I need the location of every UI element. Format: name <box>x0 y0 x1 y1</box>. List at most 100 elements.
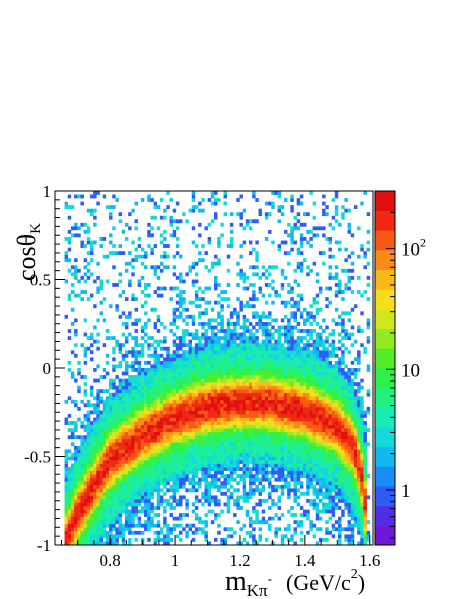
heatmap-cell <box>271 360 275 365</box>
heatmap-cell <box>233 336 237 340</box>
heatmap-cell <box>306 445 310 450</box>
heatmap-cell <box>341 329 345 333</box>
heatmap-cell <box>115 343 119 348</box>
heatmap-cell <box>153 205 158 209</box>
heatmap-cell <box>144 339 148 344</box>
heatmap-cell <box>312 233 317 238</box>
heatmap-cell <box>242 332 247 337</box>
heatmap-cell <box>185 343 189 348</box>
heatmap-cell <box>115 364 119 369</box>
heatmap-cell <box>242 421 247 425</box>
heatmap-cell <box>172 314 177 319</box>
heatmap-cell <box>150 198 154 202</box>
heatmap-cell <box>86 520 91 525</box>
heatmap-cell <box>322 346 326 351</box>
heatmap-cell <box>236 336 240 340</box>
heatmap-cell <box>341 491 345 496</box>
heatmap-cell <box>109 495 113 500</box>
heatmap-cell <box>96 534 100 539</box>
heatmap-cell <box>83 332 88 337</box>
heatmap-cell <box>166 357 170 362</box>
heatmap-cell <box>134 368 138 372</box>
heatmap-cell <box>315 421 320 425</box>
heatmap-cell <box>312 488 317 493</box>
heatmap-cell <box>144 360 148 365</box>
heatmap-cell <box>338 523 342 528</box>
heatmap-cell <box>67 491 72 496</box>
heatmap-cell <box>156 463 161 468</box>
heatmap-cell <box>248 428 253 433</box>
heatmap-cell <box>264 389 269 394</box>
heatmap-cell <box>214 414 218 418</box>
heatmap-cell <box>144 449 148 454</box>
heatmap-cell <box>182 495 186 500</box>
heatmap-cell <box>188 527 193 532</box>
heatmap-cell <box>341 442 345 447</box>
heatmap-cell <box>105 428 110 433</box>
heatmap-cell <box>331 513 336 517</box>
heatmap-cell <box>264 442 269 447</box>
heatmap-cell <box>93 463 97 468</box>
heatmap-cell <box>293 467 297 471</box>
heatmap-cell <box>128 403 132 408</box>
heatmap-cell <box>233 460 237 464</box>
heatmap-cell <box>198 336 202 340</box>
heatmap-cell <box>70 474 75 479</box>
heatmap-cell <box>312 261 317 266</box>
heatmap-cell <box>210 332 215 337</box>
heatmap-cell <box>137 371 142 376</box>
heatmap-cell <box>74 520 78 525</box>
heatmap-cell <box>166 449 170 454</box>
heatmap-cell <box>315 414 320 418</box>
heatmap-cell <box>89 488 94 493</box>
heatmap-cell <box>303 375 307 379</box>
heatmap-cell <box>115 438 119 443</box>
heatmap-cell <box>268 332 272 337</box>
heatmap-cell <box>322 208 326 213</box>
heatmap-cell <box>194 495 199 500</box>
heatmap-cell <box>74 527 78 532</box>
heatmap-cell <box>115 442 119 447</box>
heatmap-cell <box>299 523 304 528</box>
heatmap-cell <box>331 392 336 397</box>
heatmap-cell <box>264 410 269 415</box>
heatmap-cell <box>328 484 332 489</box>
heatmap-cell <box>255 399 259 404</box>
heatmap-cell <box>159 268 164 273</box>
heatmap-cell <box>102 410 107 415</box>
heatmap-cell <box>166 410 170 415</box>
heatmap-cell <box>341 375 345 379</box>
heatmap-cell <box>153 350 158 355</box>
heatmap-cell <box>252 389 256 394</box>
heatmap-cell <box>115 530 119 535</box>
heatmap-cell <box>159 488 164 493</box>
heatmap-cell <box>283 325 288 330</box>
heatmap-cell <box>99 474 103 479</box>
heatmap-cell <box>194 424 199 429</box>
heatmap-cell <box>150 456 154 461</box>
heatmap-cell <box>204 452 208 457</box>
heatmap-cell <box>255 410 259 415</box>
heatmap-cell <box>134 254 138 259</box>
heatmap-cell <box>201 530 205 535</box>
heatmap-cell <box>147 378 151 383</box>
heatmap-cell <box>201 428 205 433</box>
heatmap-cell <box>150 378 154 383</box>
heatmap-cell <box>207 336 212 340</box>
heatmap-cell <box>248 442 253 447</box>
heatmap-cell <box>201 520 205 525</box>
heatmap-cell <box>315 371 320 376</box>
heatmap-cell <box>210 445 215 450</box>
heatmap-cell <box>344 463 348 468</box>
heatmap-cell <box>96 290 100 294</box>
heatmap-cell <box>290 194 294 199</box>
heatmap-cell <box>242 491 247 496</box>
heatmap-cell <box>83 537 88 542</box>
heatmap-cell <box>67 247 72 252</box>
heatmap-cell <box>268 438 272 443</box>
heatmap-cell <box>128 428 132 433</box>
heatmap-cell <box>207 240 212 245</box>
heatmap-cell <box>128 537 132 542</box>
heatmap-cell <box>188 406 193 411</box>
heatmap-cell <box>112 502 116 507</box>
